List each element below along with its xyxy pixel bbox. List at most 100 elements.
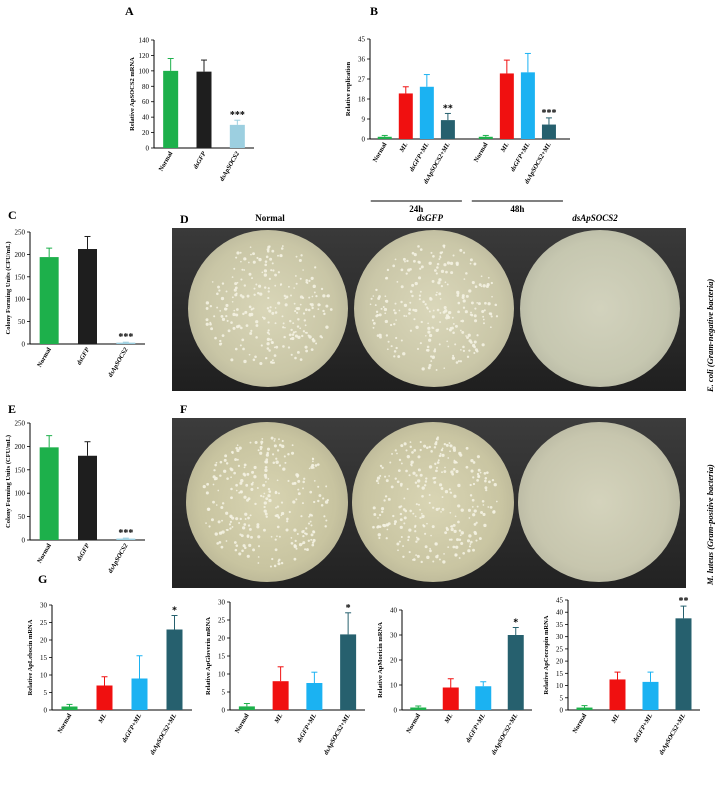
bar bbox=[499, 73, 514, 139]
colony-dot bbox=[268, 277, 272, 280]
colony-dot bbox=[458, 451, 462, 456]
colony-dot bbox=[421, 494, 424, 498]
colony-dot bbox=[483, 523, 487, 528]
category-label: Normal bbox=[36, 346, 53, 368]
colony-dot bbox=[443, 470, 447, 473]
colony-dot bbox=[374, 304, 377, 307]
colony-dot bbox=[415, 325, 419, 329]
colony-dot bbox=[419, 508, 422, 511]
colony-dot bbox=[236, 458, 239, 461]
photo-d-ecoli-plates bbox=[172, 228, 686, 391]
colony-dot bbox=[246, 554, 250, 558]
colony-dot bbox=[439, 452, 442, 455]
colony-dot bbox=[472, 548, 475, 552]
colony-dot bbox=[289, 337, 292, 340]
colony-dot bbox=[248, 261, 250, 264]
colony-dot bbox=[428, 494, 431, 496]
y-tick-label: 45 bbox=[358, 36, 366, 44]
colony-dot bbox=[260, 344, 263, 347]
colony-dot bbox=[372, 506, 376, 510]
colony-dot bbox=[428, 363, 432, 367]
y-tick-label: 150 bbox=[15, 273, 26, 281]
colony-dot bbox=[315, 294, 318, 298]
colony-dot bbox=[254, 502, 257, 506]
colony-dot bbox=[320, 503, 324, 507]
colony-dot bbox=[326, 294, 329, 297]
colony-dot bbox=[385, 479, 389, 483]
colony-dot bbox=[438, 292, 442, 296]
colony-dot bbox=[241, 338, 245, 342]
colony-dot bbox=[483, 471, 487, 475]
colony-dot bbox=[286, 520, 289, 523]
colony-dot bbox=[266, 447, 271, 451]
colony-dot bbox=[468, 545, 471, 548]
colony-dot bbox=[221, 317, 226, 322]
colony-dot bbox=[266, 342, 270, 346]
colony-dot bbox=[490, 281, 493, 285]
colony-dot bbox=[435, 466, 439, 469]
colony-dot bbox=[269, 306, 272, 309]
colony-dot bbox=[274, 311, 278, 314]
colony-dot bbox=[242, 526, 246, 530]
colony-dot bbox=[459, 534, 462, 537]
category-label: dsApSOCS2+ML bbox=[149, 712, 178, 756]
colony-dot bbox=[439, 298, 442, 300]
colony-dot bbox=[419, 290, 422, 293]
colony-dot bbox=[230, 358, 234, 362]
colony-dot bbox=[304, 324, 307, 327]
y-tick-label: 0 bbox=[394, 707, 398, 715]
y-tick-label: 10 bbox=[556, 682, 564, 690]
colony-dot bbox=[450, 525, 452, 528]
petri-dish-dsgfp-f bbox=[352, 422, 514, 582]
colony-dot bbox=[392, 264, 396, 268]
colony-dot bbox=[427, 366, 431, 370]
colony-dot bbox=[253, 287, 256, 290]
colony-dot bbox=[402, 257, 406, 261]
colony-dot bbox=[295, 473, 299, 477]
colony-dot bbox=[408, 528, 412, 532]
colony-dot bbox=[234, 282, 238, 286]
colony-dot bbox=[418, 276, 422, 280]
colony-dot bbox=[294, 334, 298, 338]
y-tick-label: 5 bbox=[44, 689, 48, 697]
y-tick-label: 25 bbox=[556, 645, 564, 653]
colony-dot bbox=[215, 504, 218, 506]
colony-dot bbox=[256, 256, 259, 260]
colony-dot bbox=[287, 479, 290, 482]
colony-dot bbox=[432, 309, 435, 312]
colony-dot bbox=[282, 322, 285, 325]
colony-dot bbox=[224, 454, 228, 458]
colony-dot bbox=[216, 306, 219, 309]
colony-dot bbox=[268, 349, 271, 352]
colony-dot bbox=[268, 490, 272, 493]
colony-dot bbox=[458, 557, 461, 559]
colony-dot bbox=[436, 554, 439, 557]
colony-dot bbox=[275, 460, 279, 464]
colony-dot bbox=[425, 446, 429, 450]
colony-dot bbox=[313, 291, 316, 294]
y-tick-label: 100 bbox=[15, 490, 26, 498]
colony-dot bbox=[405, 315, 408, 317]
category-label: dsApSOCS2+ML bbox=[490, 712, 519, 756]
colony-dot bbox=[280, 247, 284, 250]
colony-dot bbox=[239, 533, 242, 536]
colony-dot bbox=[301, 502, 304, 505]
colony-dot bbox=[378, 333, 381, 336]
colony-dot bbox=[221, 502, 225, 505]
colony-dot bbox=[275, 345, 279, 349]
bar bbox=[377, 136, 392, 139]
colony-dot bbox=[263, 509, 267, 513]
colony-dot bbox=[269, 338, 273, 341]
colony-dot bbox=[443, 553, 445, 555]
colony-dot bbox=[244, 518, 247, 520]
colony-dot bbox=[412, 471, 416, 475]
y-tick-label: 100 bbox=[139, 67, 150, 75]
colony-dot bbox=[281, 245, 284, 247]
colony-dot bbox=[417, 503, 420, 506]
colony-dot bbox=[255, 336, 258, 339]
category-label: dsGFP+ML bbox=[296, 712, 318, 743]
colony-dot bbox=[439, 255, 442, 258]
colony-dot bbox=[438, 454, 442, 458]
colony-dot bbox=[462, 349, 466, 353]
colony-dot bbox=[252, 252, 256, 256]
